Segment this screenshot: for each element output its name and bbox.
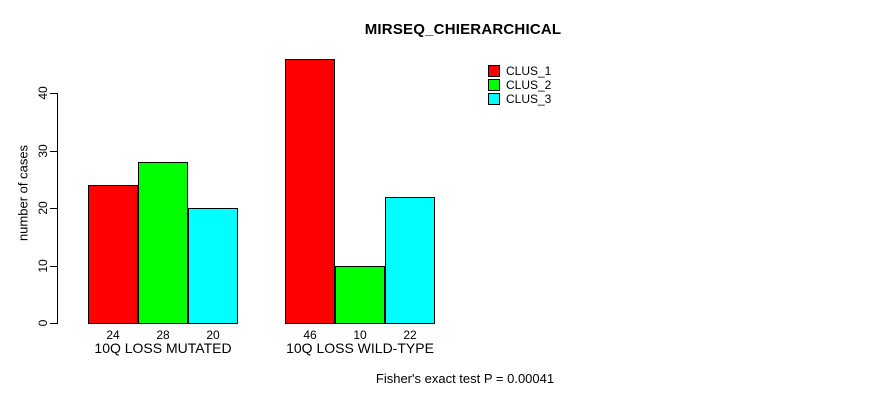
bar xyxy=(385,197,435,324)
y-axis-title: number of cases xyxy=(15,144,31,242)
bar xyxy=(88,185,138,324)
bar xyxy=(138,162,188,324)
legend-swatch xyxy=(488,93,500,105)
group-label: 10Q LOSS MUTATED xyxy=(94,340,232,356)
bar-value-label: 46 xyxy=(303,328,317,342)
group-label: 10Q LOSS WILD-TYPE xyxy=(286,340,434,356)
pvalue-annotation: Fisher's exact test P = 0.00041 xyxy=(375,371,555,386)
bar-value-label: 10 xyxy=(353,328,367,342)
y-axis-line xyxy=(57,93,58,324)
legend-label: CLUS_2 xyxy=(506,78,552,92)
y-tick xyxy=(50,323,57,324)
legend-item: CLUS_3 xyxy=(488,92,551,106)
y-tick xyxy=(50,93,57,94)
legend-item: CLUS_1 xyxy=(488,64,551,78)
y-tick xyxy=(50,208,57,209)
bar-value-label: 22 xyxy=(403,328,417,342)
y-tick-label: 10 xyxy=(36,259,50,273)
legend-item: CLUS_2 xyxy=(488,78,551,92)
y-tick xyxy=(50,151,57,152)
bar-value-label: 24 xyxy=(106,328,120,342)
y-tick-label: 30 xyxy=(36,144,50,158)
y-tick-label: 20 xyxy=(36,201,50,215)
legend-swatch xyxy=(488,79,500,91)
bar xyxy=(285,59,335,324)
legend-label: CLUS_1 xyxy=(506,64,552,78)
legend: CLUS_1 CLUS_2 CLUS_3 xyxy=(488,64,551,106)
y-tick-label: 40 xyxy=(36,86,50,100)
legend-label: CLUS_3 xyxy=(506,92,552,106)
bar-value-label: 20 xyxy=(206,328,220,342)
bar xyxy=(188,208,238,324)
bar xyxy=(335,266,385,324)
bar-value-label: 28 xyxy=(156,328,170,342)
chart-title: MIRSEQ_CHIERARCHICAL xyxy=(364,21,562,38)
y-tick-label: 0 xyxy=(36,319,50,327)
legend-swatch xyxy=(488,65,500,77)
y-tick xyxy=(50,266,57,267)
